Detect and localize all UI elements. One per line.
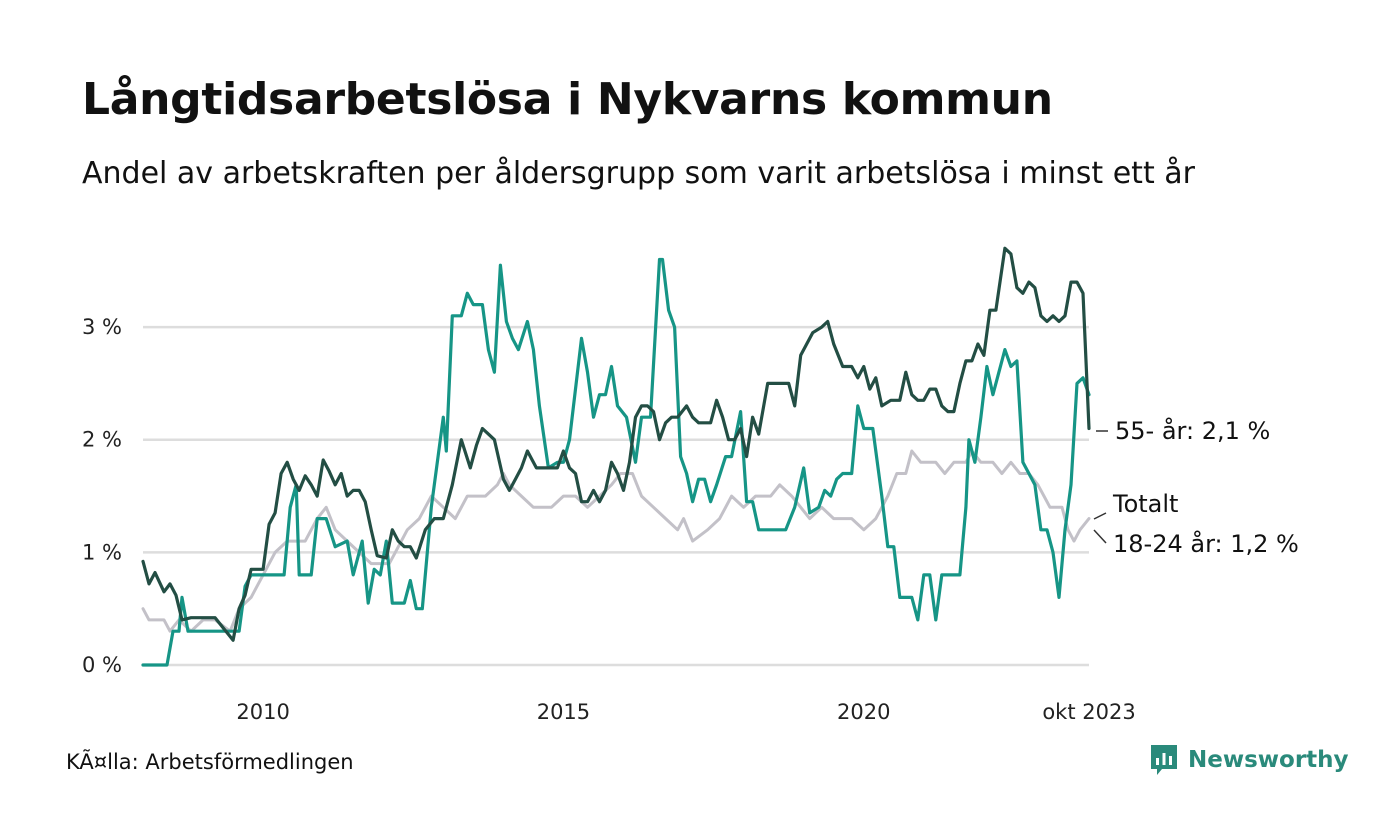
series-line-0 (141, 449, 1091, 633)
y-axis-tick-labels: 0 % 1 % 2 % 3 % (82, 315, 122, 677)
series-line-2 (141, 246, 1091, 642)
source-note: KÃ¤lla: Arbetsförmedlingen (66, 750, 354, 774)
series-end-labels: Totalt 18-24 år: 1,2 % 55- år: 2,1 % (1093, 416, 1299, 558)
chart-subtitle: Andel av arbetskraften per åldersgrupp s… (82, 156, 1195, 191)
chart-title: Långtidsarbetslösa i Nykvarns kommun (82, 74, 1053, 125)
x-axis-tick-labels: 2010 2015 2020 okt 2023 (236, 700, 1135, 724)
y-tick-label: 2 % (82, 428, 122, 452)
end-label-leader-1 (1093, 529, 1107, 544)
x-tick-label: 2015 (537, 700, 590, 724)
gridlines (143, 325, 1089, 667)
y-tick-label: 3 % (82, 315, 122, 339)
line-chart: 0 % 1 % 2 % 3 % 2010 2015 2020 okt 2023 Totalt… (82, 246, 1299, 724)
x-tick-label: 2010 (236, 700, 289, 724)
newsworthy-logo[interactable]: Newsworthy (1148, 742, 1349, 778)
end-label-leader-0 (1093, 512, 1107, 520)
newsworthy-logo-icon (1151, 745, 1177, 775)
series-end-label-2: 55- år: 2,1 % (1115, 416, 1270, 445)
series-line-1 (141, 257, 1091, 667)
x-tick-label: okt 2023 (1042, 700, 1135, 724)
newsworthy-logo-text: Newsworthy (1188, 747, 1349, 773)
series-end-label-0: Totalt (1112, 490, 1178, 518)
x-tick-label: 2020 (837, 700, 890, 724)
y-tick-label: 1 % (82, 540, 122, 564)
series-end-label-1: 18-24 år: 1,2 % (1113, 529, 1299, 558)
y-tick-label: 0 % (82, 653, 122, 677)
series-lines (141, 246, 1091, 667)
